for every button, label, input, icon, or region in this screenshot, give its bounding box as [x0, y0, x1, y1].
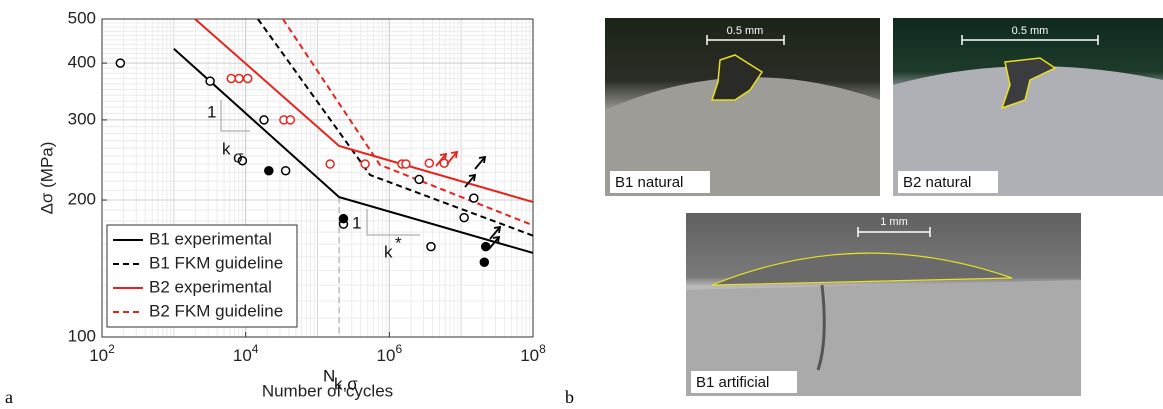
data-point [259, 115, 269, 125]
x-tick-label: 106 [377, 342, 403, 365]
annotation-sup: * [395, 233, 402, 252]
annotation: 1 [207, 102, 216, 121]
legend-label: B1 FKM guideline [149, 253, 283, 272]
x-tick-label: 104 [233, 342, 259, 365]
x-tick-label: 108 [520, 342, 546, 365]
data-point [459, 212, 469, 223]
annotation: 1 [352, 213, 361, 232]
runout-arrow [474, 156, 486, 170]
photo-label: B1 artificial [696, 374, 769, 391]
legend-label: B1 experimental [149, 229, 272, 248]
runout-arrow-head [439, 152, 448, 161]
y-axis-label: Δσ (MPa) [37, 142, 56, 215]
slope-triangle [366, 209, 420, 236]
photo-label: B2 natural [903, 174, 971, 191]
runout-arrow-head [492, 235, 501, 244]
series-line [257, 19, 533, 237]
panel-label: b [565, 387, 574, 407]
data-point [115, 58, 126, 68]
y-tick-label: 500 [68, 8, 96, 27]
photo: 0.5 mm B2 natural [893, 18, 1163, 197]
runout-arrow [464, 174, 476, 188]
data-point [280, 165, 291, 176]
runout-arrow [446, 151, 458, 165]
scale-label: 0.5 mm [727, 25, 764, 37]
data-point [325, 159, 335, 169]
legend-box [106, 224, 298, 328]
runout-arrow-head [468, 173, 477, 182]
runout-arrow-head [478, 155, 487, 164]
data-point [226, 73, 237, 84]
runout-arrow [489, 226, 501, 240]
runout-arrow-head [493, 225, 502, 234]
y-tick-label: 300 [68, 109, 96, 128]
slope-triangle [220, 100, 250, 132]
runout-arrow-head [450, 150, 459, 159]
data-point [264, 165, 274, 176]
y-tick-label: 400 [68, 53, 96, 72]
annotation-sub: σ [233, 147, 244, 166]
y-tick-label: 100 [68, 326, 96, 345]
x-axis-label: Number of cycles [262, 381, 393, 400]
legend-label: B2 FKM guideline [149, 301, 283, 320]
data-point [414, 174, 424, 185]
data-point [401, 159, 411, 169]
y-tick-label: 200 [68, 190, 96, 209]
runout-arrow [435, 153, 447, 167]
data-point [285, 115, 296, 125]
data-point [424, 158, 435, 168]
plot: 102 104 106 108 100 200 300 400 500 Number of cyc… [37, 8, 546, 400]
data-point [205, 76, 215, 86]
data-point [479, 257, 490, 267]
photo: 1 mm B1 artificial [686, 213, 1081, 396]
legend-label: B2 experimental [149, 277, 272, 296]
data-point [426, 241, 436, 252]
photo: 0.5 mm B1 natural [605, 18, 880, 196]
scale-label: 1 mm [880, 216, 908, 228]
axes-frame [101, 18, 534, 338]
annotation: N [323, 366, 335, 385]
annotation: k [384, 242, 393, 261]
series-line [282, 19, 533, 227]
panel-label: a [5, 387, 13, 407]
data-point [243, 73, 253, 84]
data-point [481, 241, 491, 252]
data-point [360, 159, 370, 169]
scale-label: 0.5 mm [1012, 25, 1049, 37]
photo-label: B1 natural [615, 174, 683, 191]
data-point [234, 73, 244, 84]
x-tick-label: 102 [89, 342, 115, 365]
series-line [173, 48, 533, 254]
data-point [338, 213, 349, 224]
annotation: k [222, 139, 231, 158]
runout-arrow [488, 236, 500, 250]
data-point [469, 193, 479, 203]
annotation-sub: k,σ [334, 374, 358, 393]
data-point [237, 156, 248, 166]
